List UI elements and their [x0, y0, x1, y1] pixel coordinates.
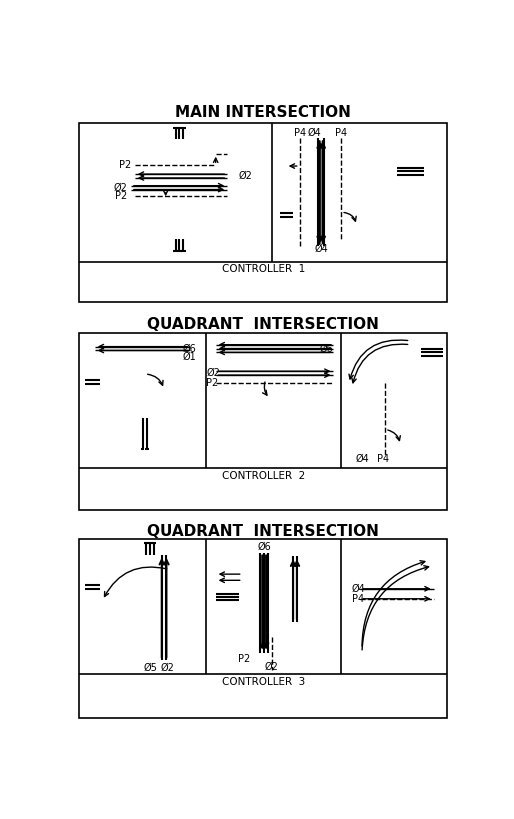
Text: Ø2: Ø2 — [113, 183, 127, 192]
Text: Ø4: Ø4 — [355, 454, 369, 464]
Text: Ø2: Ø2 — [239, 171, 253, 181]
Text: P4: P4 — [293, 128, 306, 138]
Text: P4: P4 — [335, 128, 347, 138]
Text: P2: P2 — [119, 161, 131, 170]
Text: MAIN INTERSECTION: MAIN INTERSECTION — [175, 105, 352, 120]
Text: P2: P2 — [115, 191, 127, 201]
Text: Ø6: Ø6 — [320, 343, 334, 354]
Text: Ø6: Ø6 — [182, 343, 196, 354]
Bar — [79, 333, 448, 510]
Text: Ø4: Ø4 — [352, 584, 366, 594]
Text: Ø1: Ø1 — [182, 352, 196, 362]
Bar — [79, 123, 448, 301]
Text: QUADRANT  INTERSECTION: QUADRANT INTERSECTION — [148, 523, 379, 539]
Text: Ø4: Ø4 — [314, 244, 328, 254]
Text: CONTROLLER  3: CONTROLLER 3 — [222, 677, 305, 687]
Text: CONTROLLER  1: CONTROLLER 1 — [222, 265, 305, 274]
Text: P2: P2 — [238, 654, 250, 664]
Text: P4: P4 — [352, 594, 364, 604]
Text: P2: P2 — [207, 378, 218, 388]
Text: Ø4: Ø4 — [307, 128, 321, 138]
Text: P4: P4 — [377, 454, 390, 464]
Text: QUADRANT  INTERSECTION: QUADRANT INTERSECTION — [148, 317, 379, 333]
Text: CONTROLLER  2: CONTROLLER 2 — [222, 471, 305, 481]
Text: Ø2: Ø2 — [265, 662, 279, 672]
Bar — [79, 540, 448, 718]
Text: Ø2: Ø2 — [160, 663, 174, 673]
Text: Ø5: Ø5 — [143, 663, 157, 673]
Text: Ø6: Ø6 — [258, 541, 271, 551]
Text: Ø2: Ø2 — [207, 369, 221, 378]
